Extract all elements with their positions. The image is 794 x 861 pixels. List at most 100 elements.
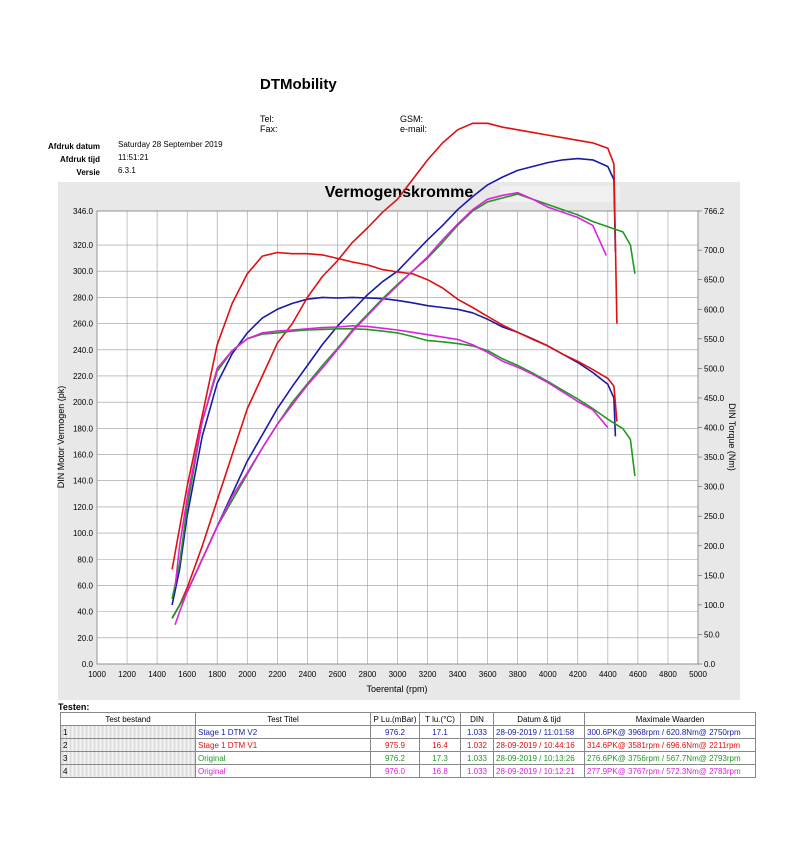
y2-tick-label: 100.0 — [704, 601, 725, 610]
y2-tick-label: 700.0 — [704, 246, 725, 255]
y-tick-label: 140.0 — [73, 477, 94, 486]
y2-tick-label: 350.0 — [704, 453, 725, 462]
y-tick-label: 20.0 — [77, 634, 93, 643]
x-tick-label: 3200 — [419, 670, 437, 679]
print-date-value: Saturday 28 September 2019 — [118, 140, 223, 149]
table-cell: 1.033 — [460, 725, 494, 739]
company-name: DTMobility — [260, 76, 337, 93]
y2-tick-label: 200.0 — [704, 542, 725, 551]
x-tick-label: 1200 — [118, 670, 136, 679]
series-line-power — [171, 122, 618, 619]
table-cell: 3 — [60, 751, 196, 765]
table-cell: Original — [195, 764, 371, 778]
table-row[interactable]: 3 Original 976.2 17.3 1.033 28-09-2019 / 10:1… — [60, 751, 756, 765]
print-time-label: Afdruk tijd — [60, 155, 100, 164]
table-cell: 16.8 — [419, 764, 461, 778]
print-time-value: 11:51:21 — [118, 153, 149, 162]
y-tick-label: 180.0 — [73, 424, 94, 433]
x-tick-label: 2800 — [359, 670, 377, 679]
x-tick-label: 4600 — [629, 670, 647, 679]
print-date-label: Afdruk datum — [48, 142, 100, 151]
x-tick-label: 4800 — [659, 670, 677, 679]
x-tick-label: 2600 — [329, 670, 347, 679]
series-line-torque — [174, 324, 609, 588]
y-tick-label: 80.0 — [77, 555, 93, 564]
series-line-power — [174, 191, 608, 625]
y2-tick-label: 600.0 — [704, 305, 725, 314]
y2-axis-label: DIN Torque (Nm) — [727, 403, 737, 471]
x-tick-label: 3000 — [389, 670, 407, 679]
y2-tick-label: 650.0 — [704, 276, 725, 285]
tests-title: Testen: — [58, 702, 90, 712]
table-cell: 2 — [60, 738, 196, 752]
fax-label: Fax: — [260, 124, 278, 134]
table-row[interactable]: 4 Original 976.0 16.8 1.033 28-09-2019 / 10:1… — [60, 764, 756, 778]
col-header: Test bestand — [60, 712, 196, 726]
table-cell: Stage 1 DTM V2 — [195, 725, 371, 739]
y-tick-label: 200.0 — [73, 398, 94, 407]
table-cell: 276.6PK@ 3756rpm / 567.7Nm@ 2793rpm — [584, 751, 756, 765]
table-cell: 28-09-2019 / 11:01:58 — [493, 725, 585, 739]
col-header: Datum & tijd — [493, 712, 585, 726]
x-tick-label: 2400 — [298, 670, 316, 679]
y-tick-label: 260.0 — [73, 320, 94, 329]
table-cell: 976.2 — [370, 725, 420, 739]
y2-tick-label: 550.0 — [704, 335, 725, 344]
x-tick-label: 3600 — [479, 670, 497, 679]
version-label: Versie — [76, 168, 100, 177]
y-tick-label: 100.0 — [73, 529, 94, 538]
table-cell: 976.0 — [370, 764, 420, 778]
x-tick-label: 4200 — [569, 670, 587, 679]
table-cell: 300.6PK@ 3968rpm / 620.8Nm@ 2750rpm — [584, 725, 756, 739]
col-header: Test Titel — [195, 712, 371, 726]
table-row[interactable]: 1 Stage 1 DTM V2 976.2 17.1 1.033 28-09-2019 … — [60, 725, 756, 739]
table-cell: 1.033 — [460, 764, 494, 778]
table-cell: 976.2 — [370, 751, 420, 765]
y-tick-label: 320.0 — [73, 241, 94, 250]
y-tick-label: 60.0 — [77, 581, 93, 590]
tel-label: Tel: — [260, 114, 275, 124]
y-tick-label: 40.0 — [77, 608, 93, 617]
y-tick-label: 240.0 — [73, 346, 94, 355]
table-cell: 277.9PK@ 3767rpm / 572.3Nm@ 2783rpm — [584, 764, 756, 778]
table-cell: 1.033 — [460, 751, 494, 765]
x-tick-label: 3400 — [449, 670, 467, 679]
y2-tick-label: 300.0 — [704, 483, 725, 492]
table-cell: 17.3 — [419, 751, 461, 765]
x-tick-label: 4000 — [539, 670, 557, 679]
table-cell: Original — [195, 751, 371, 765]
y-tick-label: 280.0 — [73, 293, 94, 302]
table-cell: 28-09-2019 / 10:44:16 — [493, 738, 585, 752]
email-label: e-mail: — [400, 124, 428, 134]
table-cell: 16.4 — [419, 738, 461, 752]
y2-tick-label: 500.0 — [704, 364, 725, 373]
x-tick-label: 1800 — [208, 670, 226, 679]
y2-tick-label: 250.0 — [704, 512, 725, 521]
y2-tick-label: 450.0 — [704, 394, 725, 403]
x-tick-label: 1000 — [88, 670, 106, 679]
y2-tick-label: 150.0 — [704, 571, 725, 580]
y-tick-label: 220.0 — [73, 372, 94, 381]
x-tick-label: 5000 — [689, 670, 707, 679]
table-cell: 975.9 — [370, 738, 420, 752]
tests-table: Test bestand Test Titel P Lu.(mBar) T lu… — [60, 712, 756, 778]
y2-tick-label: 50.0 — [704, 630, 720, 639]
y-tick-label: 120.0 — [73, 503, 94, 512]
col-header: Maximale Waarden — [584, 712, 756, 726]
y2-tick-label: 400.0 — [704, 424, 725, 433]
table-cell: 4 — [60, 764, 196, 778]
y2-tick-label: 766.2 — [704, 207, 725, 216]
x-tick-label: 2000 — [238, 670, 256, 679]
table-cell: 28-09-2019 / 10:13:26 — [493, 751, 585, 765]
y-tick-label: 300.0 — [73, 267, 94, 276]
table-cell: 1.032 — [460, 738, 494, 752]
series-line-torque — [171, 251, 618, 570]
x-tick-label: 1400 — [148, 670, 166, 679]
y-tick-label: 0.0 — [82, 660, 94, 669]
x-tick-label: 3800 — [509, 670, 527, 679]
gsm-label: GSM: — [400, 114, 424, 124]
table-cell: 1 — [60, 725, 196, 739]
table-row[interactable]: 2 Stage 1 DTM V1 975.9 16.4 1.032 28-09-2019 … — [60, 738, 756, 752]
x-axis-label: Toerental (rpm) — [366, 684, 427, 694]
